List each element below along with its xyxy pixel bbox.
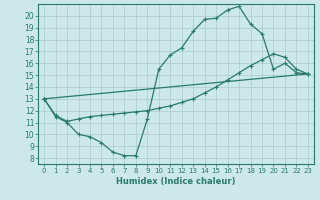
X-axis label: Humidex (Indice chaleur): Humidex (Indice chaleur): [116, 177, 236, 186]
